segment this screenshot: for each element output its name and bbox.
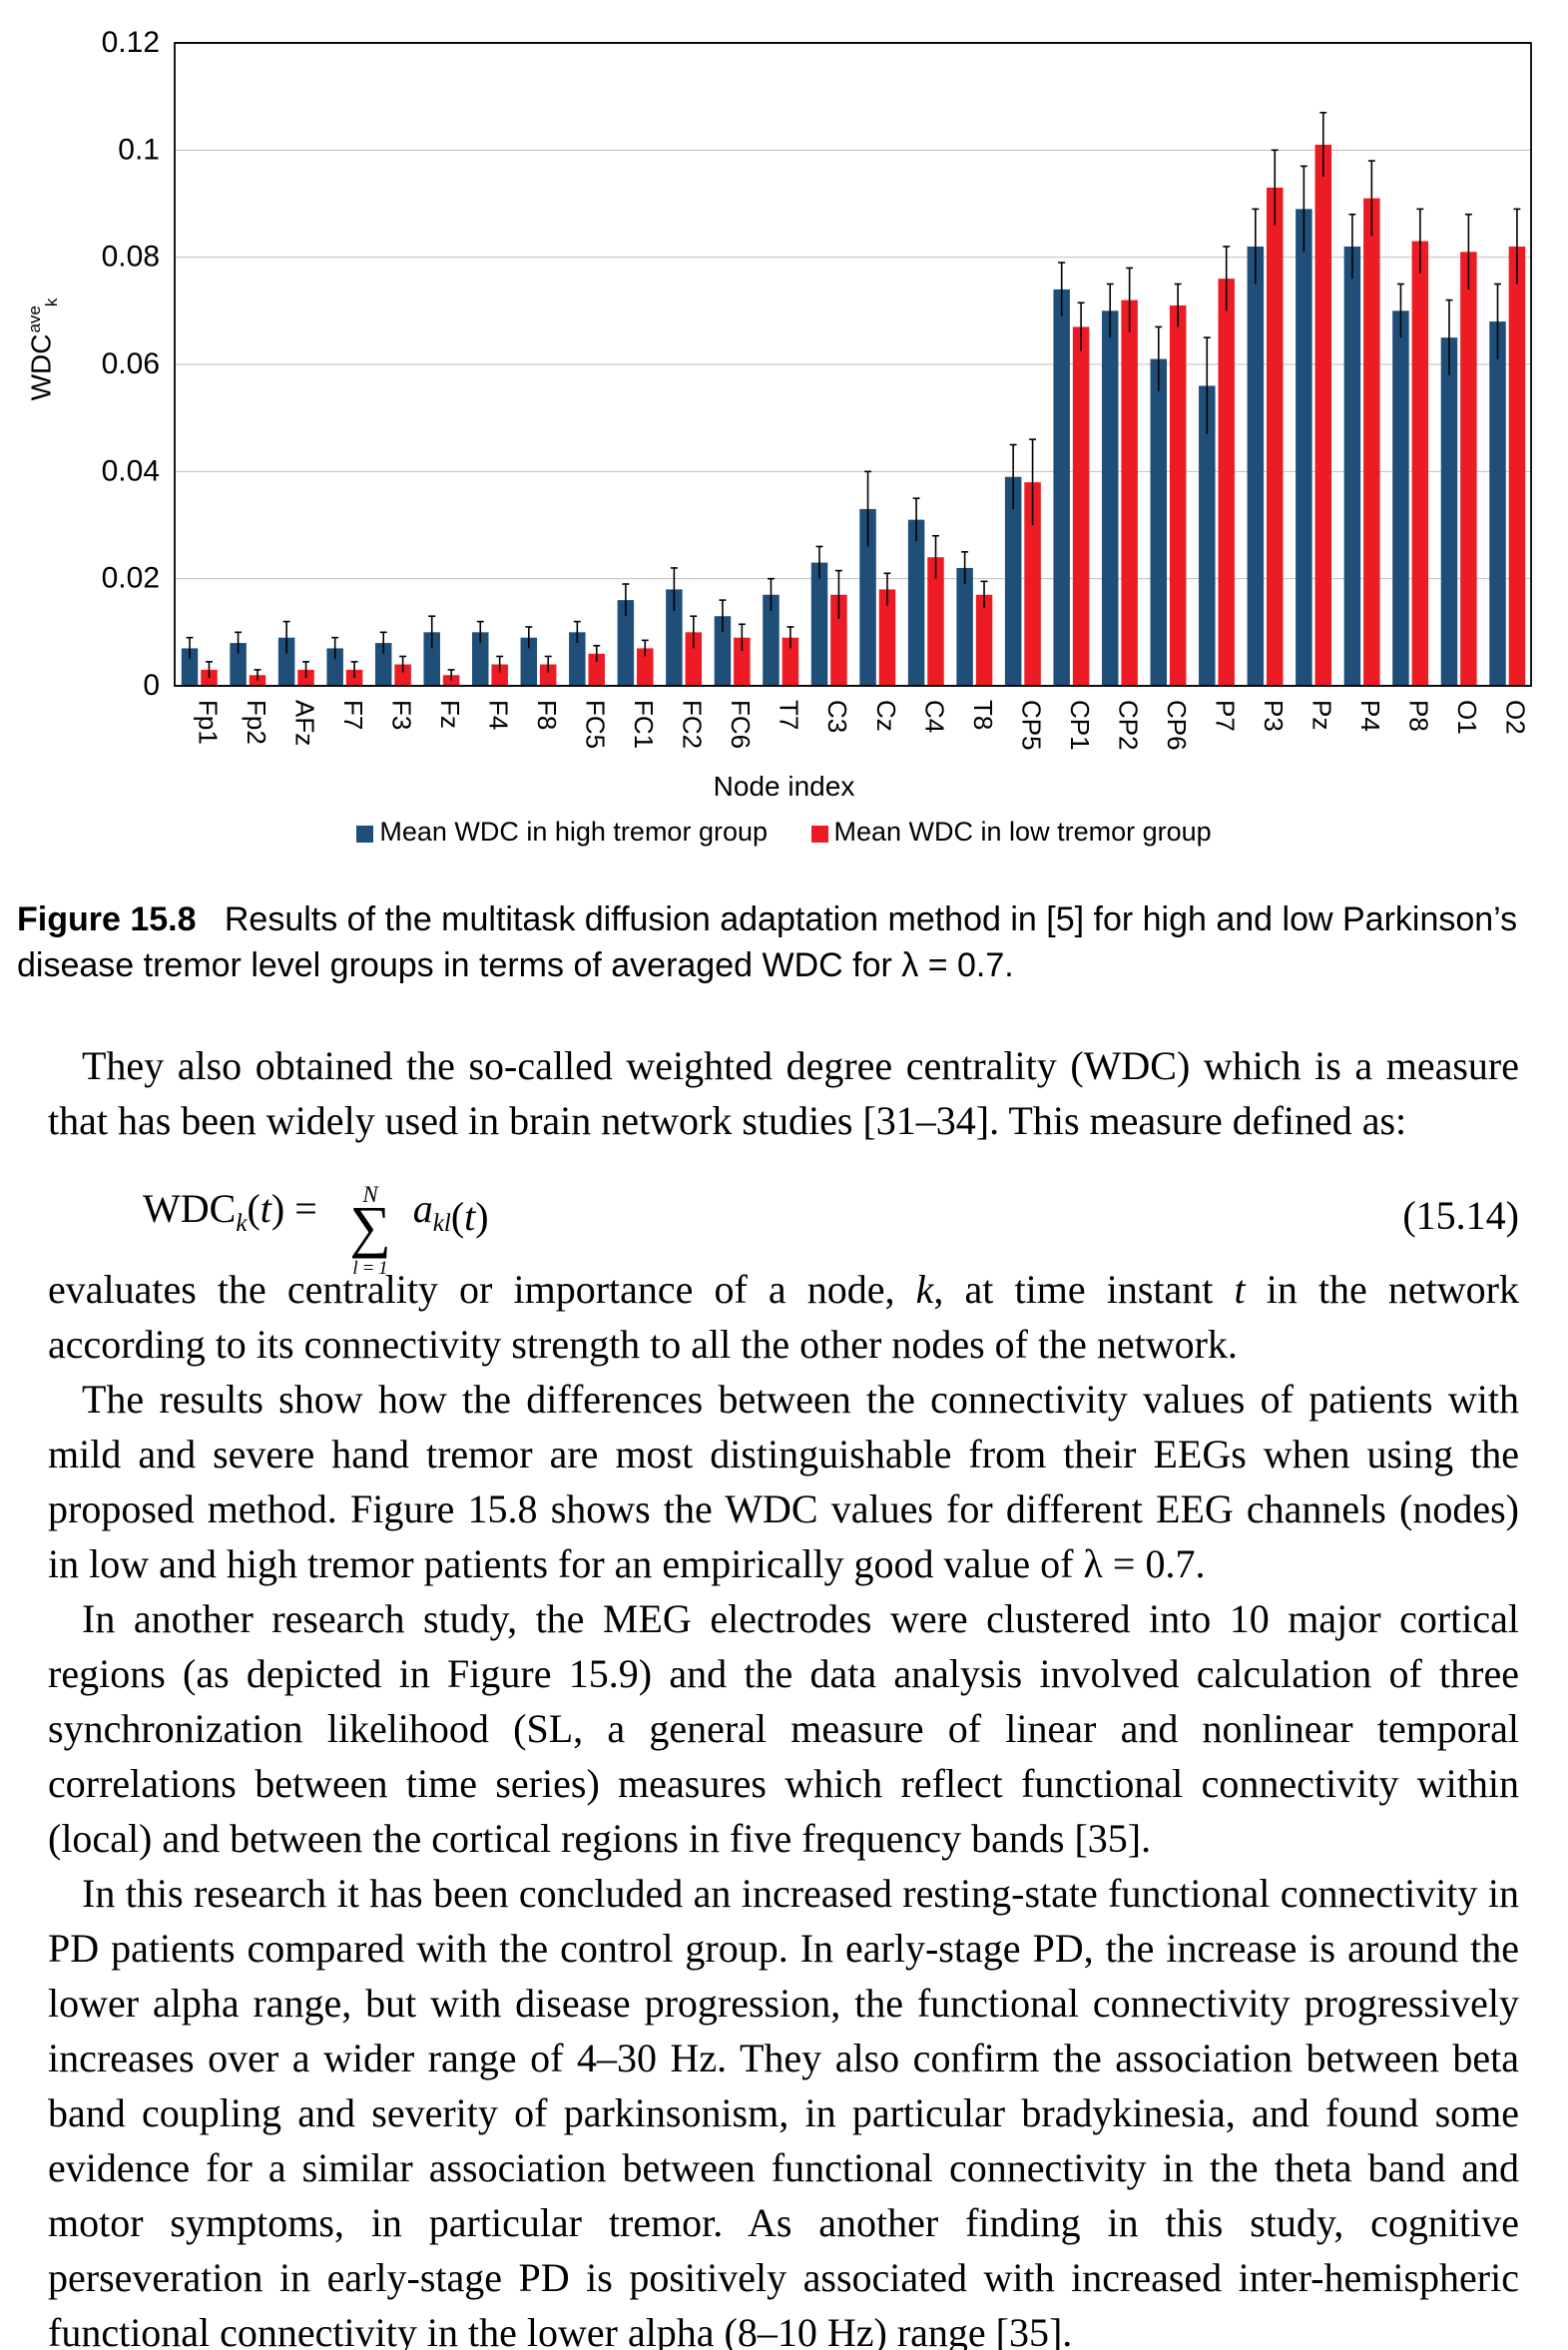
svg-text:Fp2: Fp2 (242, 700, 271, 745)
svg-text:CP6: CP6 (1162, 700, 1192, 751)
svg-text:C4: C4 (919, 700, 949, 733)
svg-text:FC2: FC2 (678, 700, 708, 749)
svg-text:P3: P3 (1259, 700, 1289, 732)
svg-text:CP1: CP1 (1065, 700, 1095, 751)
svg-text:F3: F3 (386, 700, 416, 730)
svg-text:O1: O1 (1452, 700, 1482, 735)
svg-text:0.02: 0.02 (102, 562, 160, 595)
svg-text:P8: P8 (1404, 700, 1434, 732)
svg-text:F8: F8 (532, 700, 562, 730)
svg-text:Pz: Pz (1307, 700, 1337, 730)
svg-text:C3: C3 (822, 700, 852, 733)
svg-text:T8: T8 (968, 700, 998, 730)
svg-text:CP5: CP5 (1016, 700, 1046, 751)
svg-text:Fz: Fz (435, 700, 465, 729)
svg-text:F7: F7 (338, 700, 368, 730)
svg-text:Fp1: Fp1 (193, 700, 223, 745)
svg-text:O2: O2 (1501, 700, 1531, 735)
svg-text:0.04: 0.04 (102, 454, 160, 487)
svg-text:l = 1: l = 1 (352, 1258, 387, 1276)
svg-text:T7: T7 (775, 700, 804, 730)
svg-text:0.06: 0.06 (102, 347, 160, 380)
svg-text:0: 0 (143, 669, 160, 702)
svg-text:FC6: FC6 (726, 700, 756, 749)
svg-text:F4: F4 (483, 700, 513, 730)
svg-text:P7: P7 (1211, 700, 1241, 732)
svg-text:0.1: 0.1 (118, 133, 160, 166)
svg-text:CP2: CP2 (1113, 700, 1143, 751)
svg-text:P4: P4 (1355, 700, 1385, 732)
svg-text:FC1: FC1 (629, 700, 659, 749)
svg-text:∑: ∑ (349, 1194, 390, 1259)
svg-text:0.12: 0.12 (102, 26, 160, 59)
svg-text:Cz: Cz (871, 700, 901, 732)
svg-text:FC5: FC5 (581, 700, 611, 749)
svg-text:AFz: AFz (289, 700, 319, 746)
svg-text:0.08: 0.08 (102, 241, 160, 274)
